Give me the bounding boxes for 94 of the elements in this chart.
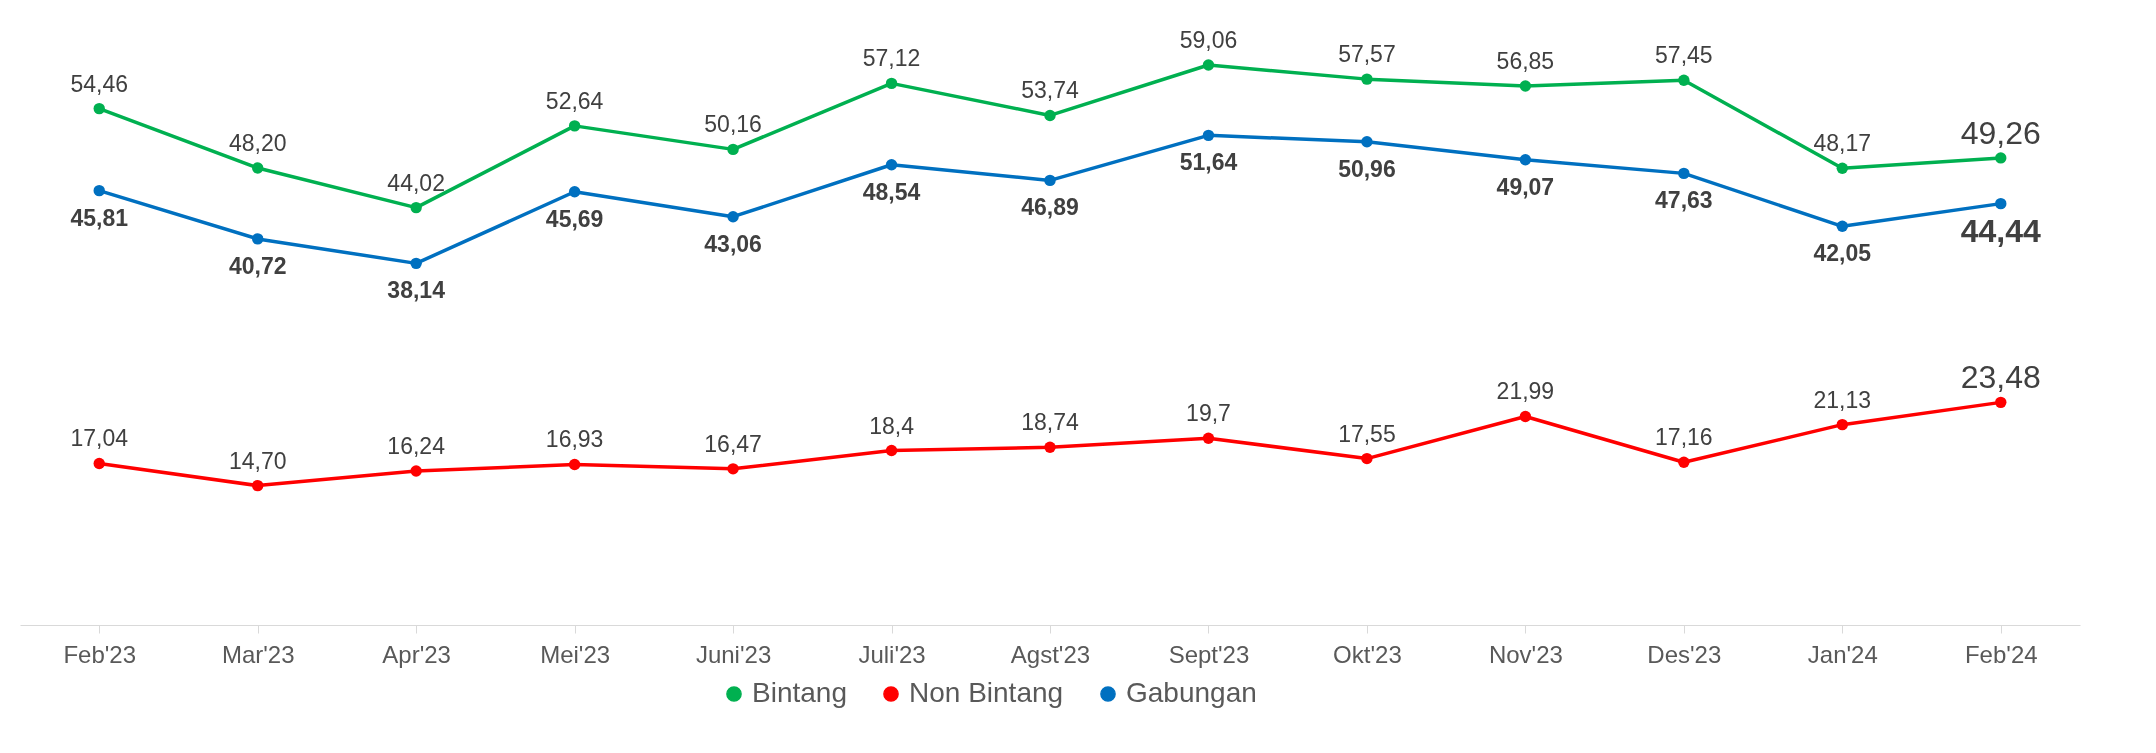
data-label: 59,06 — [1179, 27, 1238, 53]
point — [1678, 456, 1690, 468]
point — [568, 120, 581, 132]
point — [1361, 73, 1373, 85]
x-tick-label: Feb'24 — [1964, 640, 2038, 668]
x-tick-label: Nov'23 — [1488, 640, 1563, 668]
x-tick-label: Mar'23 — [221, 640, 295, 668]
data-label: 16,24 — [387, 433, 446, 460]
point — [410, 257, 422, 270]
data-label: 38,14 — [387, 277, 446, 304]
data-label: 50,96 — [1338, 155, 1396, 182]
data-label: 44,02 — [387, 169, 445, 196]
point — [93, 102, 105, 115]
point — [885, 444, 898, 457]
data-label: 49,07 — [1496, 173, 1555, 200]
data-label: 17,55 — [1338, 420, 1396, 447]
point — [1044, 109, 1056, 122]
data-label: 49,26 — [1960, 114, 2041, 151]
data-label: 45,81 — [70, 204, 129, 231]
data-label: 17,04 — [70, 425, 129, 452]
data-label: 57,57 — [1338, 41, 1396, 68]
legend-label: Gabungan — [1126, 677, 1257, 708]
data-label: 18,74 — [1021, 409, 1079, 436]
data-label: 54,46 — [70, 70, 129, 97]
point — [1995, 396, 2007, 409]
data-label: 18,4 — [869, 412, 915, 439]
legend-label: Bintang — [752, 677, 847, 708]
point — [1519, 410, 1532, 423]
point — [1519, 154, 1532, 166]
data-label: 45,69 — [545, 205, 604, 232]
data-label: 19,7 — [1186, 400, 1231, 427]
point — [727, 143, 739, 156]
point — [1836, 418, 1849, 431]
point — [251, 162, 264, 174]
point — [1202, 129, 1215, 142]
data-label: 44,44 — [1960, 212, 2042, 249]
point — [1202, 432, 1215, 444]
point — [1044, 174, 1056, 187]
point — [1995, 197, 2007, 210]
data-label: 57,45 — [1655, 42, 1713, 69]
point — [93, 457, 105, 470]
point — [1836, 162, 1849, 174]
point — [1836, 220, 1849, 232]
point — [410, 201, 422, 214]
point — [1361, 136, 1373, 148]
point — [251, 233, 264, 245]
data-label: 48,20 — [228, 129, 287, 156]
data-label: 47,63 — [1655, 187, 1713, 214]
x-tick-label: Juli'23 — [858, 640, 926, 668]
data-label: 21,99 — [1496, 378, 1555, 405]
x-tick-label: Feb'23 — [63, 640, 137, 668]
data-label: 57,12 — [862, 45, 921, 72]
data-label: 52,64 — [545, 87, 604, 114]
data-label: 56,85 — [1496, 47, 1555, 74]
data-label: 50,16 — [704, 111, 762, 138]
data-label: 16,93 — [545, 426, 604, 453]
data-label: 48,54 — [862, 178, 921, 205]
x-tick-label: Apr'23 — [382, 640, 451, 668]
x-tick-label: Des'23 — [1647, 640, 1722, 668]
point — [251, 479, 264, 492]
x-tick-label: Sept'23 — [1168, 640, 1250, 668]
point — [1995, 152, 2007, 164]
legend-label: Non Bintang — [909, 677, 1064, 708]
point — [1202, 59, 1215, 71]
x-tick-label: Agst'23 — [1010, 640, 1091, 668]
data-label: 42,05 — [1813, 240, 1872, 267]
point — [1678, 167, 1690, 180]
point — [93, 184, 105, 197]
point — [568, 186, 581, 198]
x-tick-label: Jan'24 — [1807, 640, 1878, 668]
point — [1678, 74, 1690, 86]
data-label: 17,16 — [1655, 424, 1713, 451]
point — [1044, 441, 1056, 453]
data-label: 21,13 — [1813, 386, 1872, 413]
point — [885, 77, 898, 90]
x-tick-label: Juni'23 — [695, 640, 772, 668]
data-label: 46,89 — [1021, 194, 1079, 221]
data-label: 16,47 — [704, 430, 762, 457]
x-tick-label: Mei'23 — [540, 640, 611, 668]
point — [727, 211, 739, 223]
data-label: 53,74 — [1021, 77, 1079, 104]
data-label: 43,06 — [704, 230, 762, 257]
data-label: 48,17 — [1813, 130, 1872, 157]
point — [885, 159, 898, 171]
data-label: 51,64 — [1179, 149, 1238, 176]
data-label: 40,72 — [228, 252, 287, 279]
data-label: 23,48 — [1960, 359, 2041, 396]
point — [410, 465, 422, 477]
point — [1361, 452, 1373, 465]
point — [1519, 80, 1532, 92]
x-tick-label: Okt'23 — [1333, 640, 1402, 668]
point — [727, 463, 739, 475]
point — [568, 458, 581, 471]
data-label: 14,70 — [228, 447, 287, 474]
